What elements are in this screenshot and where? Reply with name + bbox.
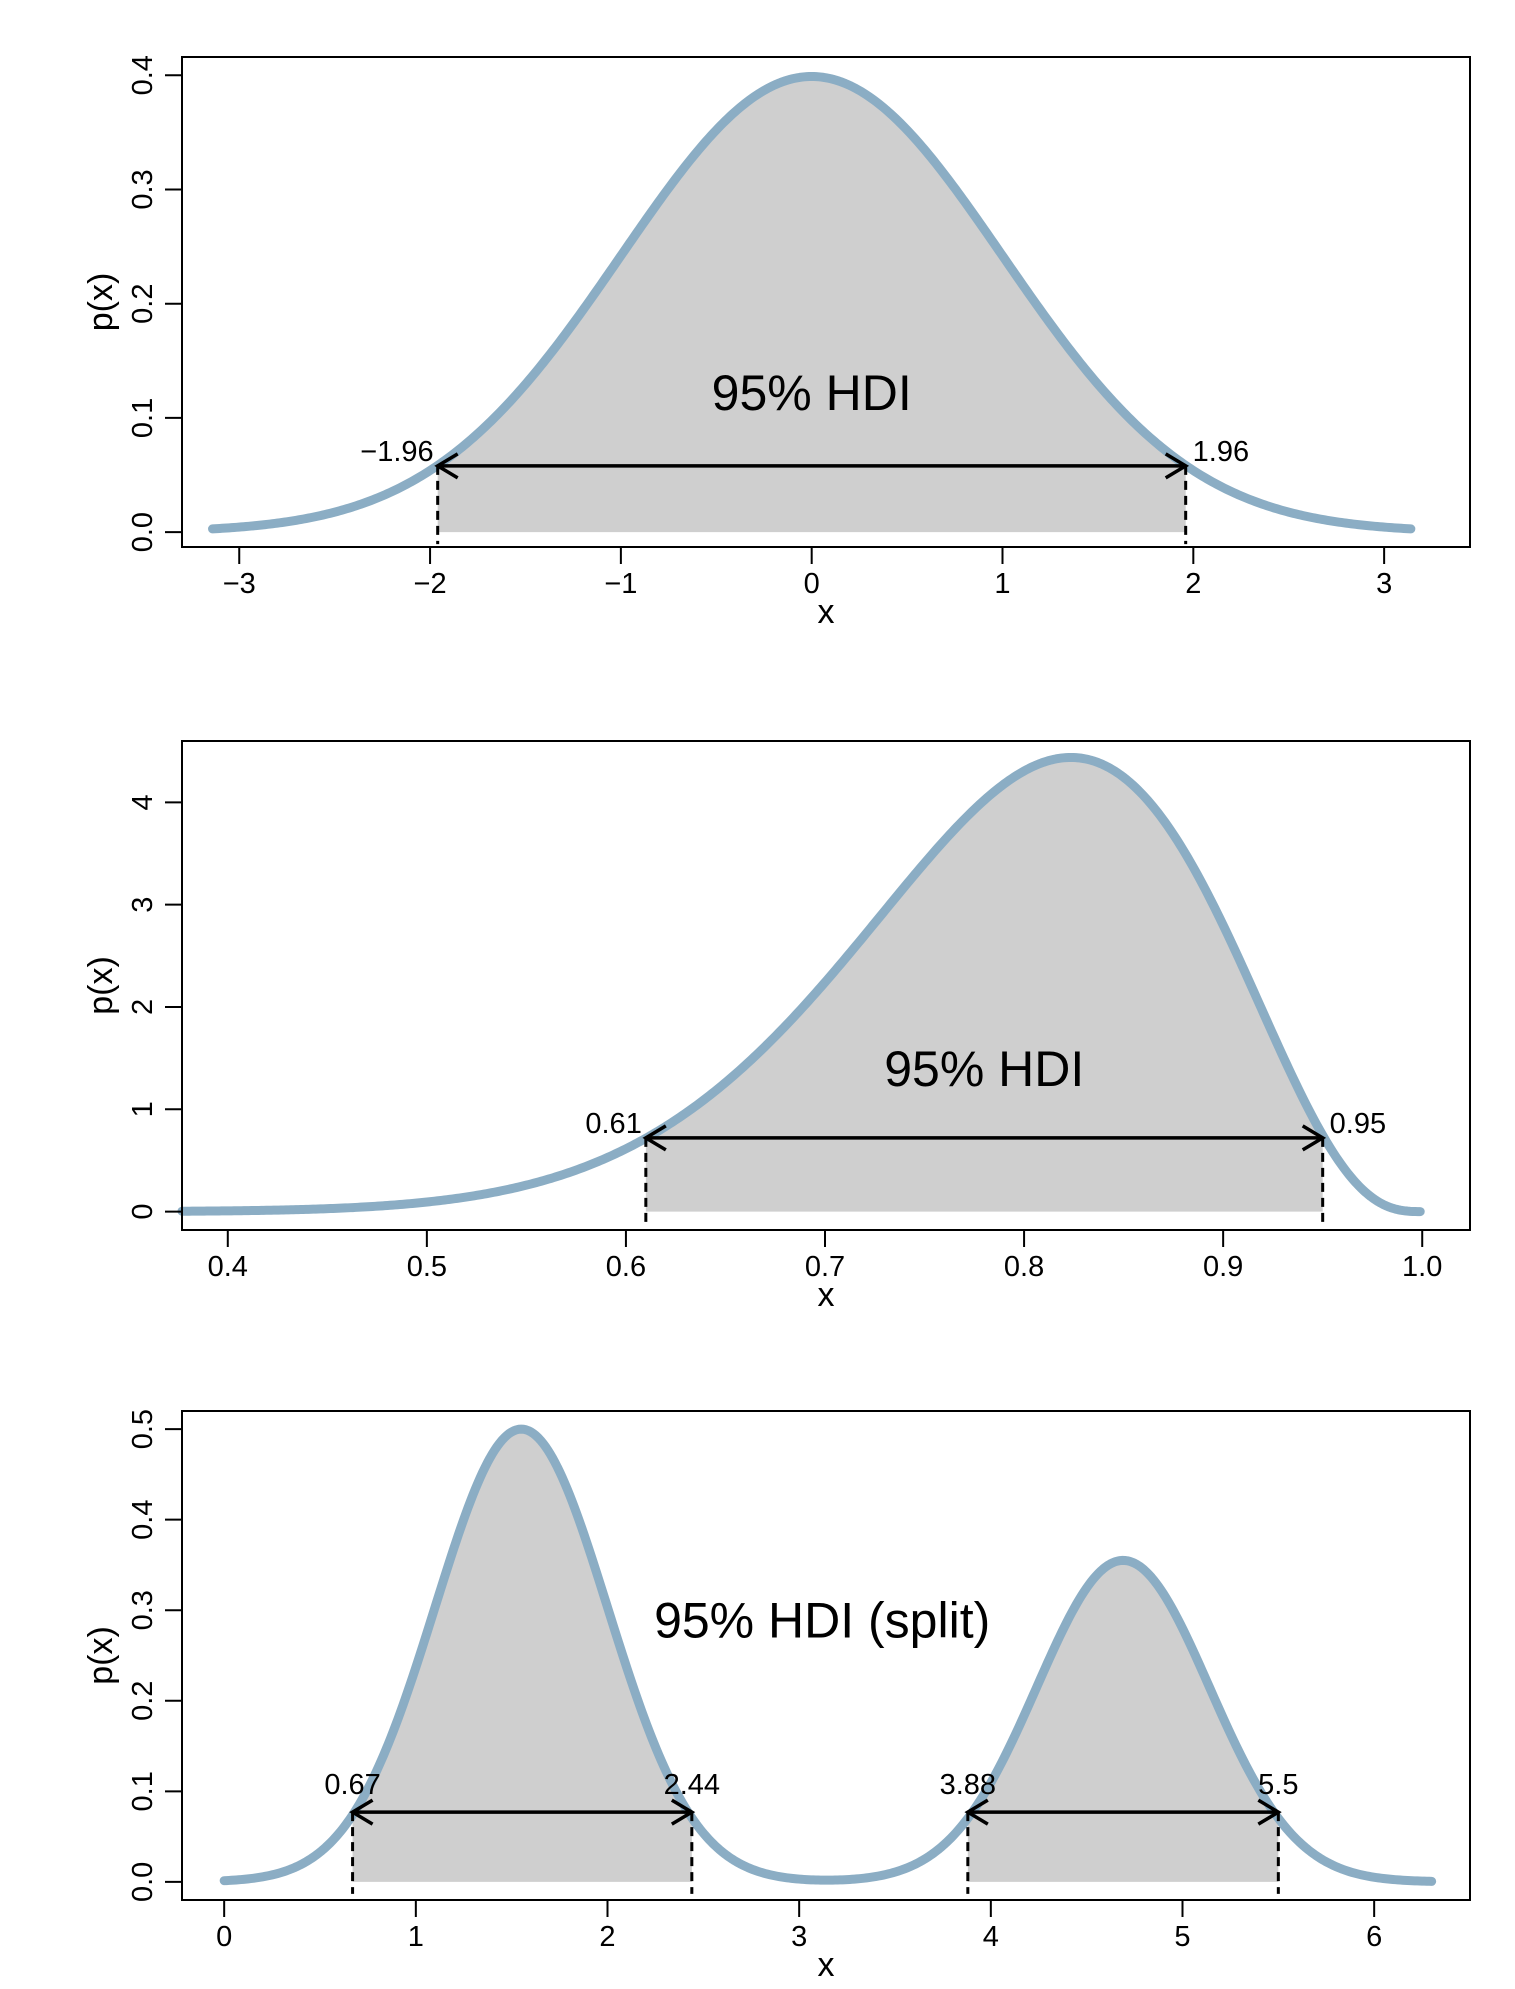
y-tick-label: 2: [127, 999, 159, 1015]
y-tick-label: 0.0: [127, 1862, 159, 1902]
x-tick-label: 0: [216, 1921, 232, 1953]
y-tick-label: 0.2: [127, 284, 159, 324]
x-tick-label: 2: [1185, 568, 1201, 600]
x-tick-label: 2: [599, 1921, 615, 1953]
hdi-arrowhead-right: [1301, 1124, 1327, 1152]
x-tick-label: 0.8: [1004, 1251, 1044, 1283]
hdi-upper-value-label: 5.5: [1258, 1769, 1298, 1801]
x-tick-label: 4: [983, 1921, 999, 1953]
hdi-arrowhead-right: [670, 1798, 696, 1826]
y-tick-label: 1: [127, 1101, 159, 1117]
density-curve: [177, 752, 1425, 1217]
x-tick-label: 0.9: [1203, 1251, 1243, 1283]
x-tick-label: 5: [1174, 1921, 1190, 1953]
chart-panel-2: 0.4 0.5 0.6 0.7 0.8 0.9 1.0 x 0 1 2 3 4 p(x) 0.61 0.95 9…: [82, 740, 1471, 1314]
x-tick-label: 0.7: [805, 1251, 845, 1283]
hdi-label: 95% HDI: [712, 365, 912, 421]
hdi-label: 95% HDI (split): [654, 1592, 990, 1648]
plot-frame: [181, 56, 1471, 548]
y-tick-label: 0.4: [127, 55, 159, 95]
x-tick-label: 1: [408, 1921, 424, 1953]
hdi-upper-value-label: 2.44: [664, 1769, 720, 1801]
hdi-upper-value-label: 1.96: [1193, 436, 1249, 468]
x-tick-label: 0.4: [208, 1251, 248, 1283]
hdi-arrowhead-left: [434, 452, 459, 480]
hdi-arrowhead-left: [349, 1798, 374, 1826]
hdi-arrowhead-left: [964, 1798, 989, 1826]
x-tick-label: 0.5: [407, 1251, 447, 1283]
x-tick-label: 3: [791, 1921, 807, 1953]
hdi-lower-value-label: 0.61: [585, 1108, 641, 1140]
x-tick-label: −2: [414, 568, 447, 600]
x-tick-label: 0: [804, 568, 820, 600]
y-tick-label: 4: [127, 794, 159, 810]
x-tick-label: 1.0: [1402, 1251, 1442, 1283]
y-tick-label: 0.1: [127, 398, 159, 438]
hdi-shaded-area-1: [645, 757, 1323, 1212]
y-tick-label: 0.4: [127, 1500, 159, 1540]
x-axis-label: x: [818, 593, 835, 631]
hdi-shaded-area-1: [352, 1429, 692, 1882]
y-tick-label: 3: [127, 897, 159, 913]
hdi-lower-value-label: 3.88: [940, 1769, 996, 1801]
plot-frame: [181, 1410, 1471, 1901]
x-tick-label: 6: [1366, 1921, 1382, 1953]
x-tick-label: 3: [1376, 568, 1392, 600]
x-tick-label: −3: [223, 568, 256, 600]
hdi-shaded-area-2: [967, 1560, 1279, 1882]
hdi-arrowhead-right: [1164, 452, 1190, 480]
y-tick-label: 0.3: [127, 1590, 159, 1630]
hdi-arrowhead-right: [1257, 1798, 1282, 1826]
chart-panel-3: 0 1 2 3 4 5 6 x 0.0 0.1 0.2 0.3 0.4 0.5 p(x) 0.67 2.44 3.…: [82, 1409, 1471, 1984]
chart-panel-1: −3 −2 −1 0 1 2 3 x 0.0 0.1 0.2 0.3 0.4 p(x) −1.96 1.96 9…: [82, 55, 1471, 631]
hdi-arrowhead-left: [642, 1124, 667, 1152]
density-curve: [219, 1424, 1437, 1886]
y-tick-label: 0.0: [127, 512, 159, 552]
x-axis-label: x: [818, 1276, 835, 1314]
y-axis-label: p(x): [82, 1626, 120, 1685]
y-tick-label: 0.3: [127, 169, 159, 209]
hdi-lower-value-label: 0.67: [324, 1769, 380, 1801]
hdi-upper-value-label: 0.95: [1330, 1108, 1386, 1140]
hdi-shaded-area-1: [437, 76, 1186, 533]
hdi-label: 95% HDI: [884, 1041, 1084, 1097]
y-tick-label: 0: [127, 1204, 159, 1220]
hdi-lower-value-label: −1.96: [360, 436, 433, 468]
density-curve: [208, 71, 1416, 534]
y-axis-label: p(x): [82, 956, 120, 1015]
x-tick-label: 0.6: [606, 1251, 646, 1283]
x-axis-label: x: [818, 1946, 835, 1984]
y-axis-label: p(x): [82, 273, 120, 332]
x-tick-label: −1: [604, 568, 637, 600]
y-tick-label: 0.5: [127, 1409, 159, 1449]
y-tick-label: 0.1: [127, 1771, 159, 1811]
x-tick-label: 1: [994, 568, 1010, 600]
y-tick-label: 0.2: [127, 1681, 159, 1721]
